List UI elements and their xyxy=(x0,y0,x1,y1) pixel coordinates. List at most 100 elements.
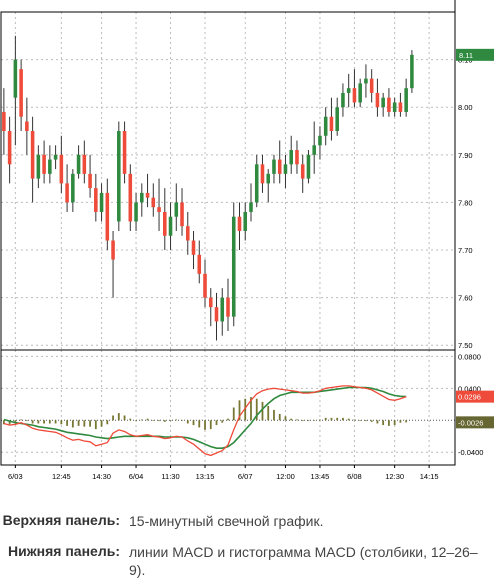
histogram-bar xyxy=(393,420,396,426)
histogram-bar xyxy=(255,398,258,421)
histogram-bar xyxy=(204,420,206,430)
candle-up xyxy=(404,88,408,112)
histogram-bar xyxy=(112,415,114,421)
price-tick-label: 7.80 xyxy=(458,198,473,207)
candle-down xyxy=(185,226,190,241)
x-tick-label: 11:30 xyxy=(161,472,179,481)
histogram-bar xyxy=(89,420,91,427)
caption-bottom-panel: Нижняя панель: линии MACD и гистограмма … xyxy=(0,543,500,579)
candle-down xyxy=(94,188,98,212)
histogram-bar xyxy=(192,420,195,426)
candle-down xyxy=(111,240,115,260)
histogram-bar xyxy=(94,420,97,430)
histogram-bar xyxy=(238,400,241,421)
candle-up xyxy=(220,297,225,322)
histogram-bar xyxy=(175,419,178,421)
candle-up xyxy=(272,159,276,174)
candle-down xyxy=(295,150,299,165)
macd-tick-label: 0.0800 xyxy=(458,352,481,361)
histogram-bar xyxy=(330,417,333,421)
histogram-bar xyxy=(347,418,350,421)
macd-panel-frame xyxy=(0,349,456,466)
candle-down xyxy=(163,211,167,236)
histogram-bar xyxy=(336,417,339,421)
histogram-bar xyxy=(221,420,224,423)
candle-down xyxy=(226,297,230,317)
histogram-bar xyxy=(25,420,28,422)
candle-up xyxy=(381,97,385,108)
candle-down xyxy=(122,131,127,174)
x-tick-label: 12:30 xyxy=(385,472,404,481)
caption-text: 15-минутный свечной график. xyxy=(129,513,324,529)
histogram-bar xyxy=(301,420,304,422)
candle-up xyxy=(392,102,397,112)
candle-down xyxy=(300,164,305,179)
histogram-bar xyxy=(135,420,137,421)
histogram-bar xyxy=(290,418,293,421)
price-tick-label: 7.60 xyxy=(458,294,473,303)
price-panel-gridlines xyxy=(1,12,455,350)
macd-lines xyxy=(3,385,407,457)
candle-up xyxy=(99,192,104,212)
x-axis-tick-labels: 6/03 12:45 14:30 6/04 11:30 13:15 6/07 12:00 13:… xyxy=(8,472,438,481)
candle-down xyxy=(151,197,156,208)
histogram-bar xyxy=(100,420,103,427)
x-tick-label: 13:15 xyxy=(196,472,215,481)
histogram-bar xyxy=(273,409,275,421)
histogram-bar xyxy=(278,413,281,421)
candle-down xyxy=(237,216,242,231)
histogram-bar xyxy=(2,420,5,425)
candle-down xyxy=(398,102,403,112)
candle-down xyxy=(82,154,87,174)
candle-down xyxy=(88,173,92,189)
price-tick-label: 7.90 xyxy=(458,151,473,160)
candle-up xyxy=(289,150,293,165)
candle-down xyxy=(369,78,374,93)
candle-down xyxy=(352,88,357,103)
candle-up xyxy=(140,192,144,203)
candle-down xyxy=(260,164,265,184)
histogram-bar xyxy=(186,420,189,424)
macd-value-text: -0.0026 xyxy=(458,418,483,427)
signal-line xyxy=(3,386,407,450)
candle-down xyxy=(42,154,46,174)
candle-down xyxy=(375,92,380,108)
histogram-bar xyxy=(382,420,385,426)
histogram-bar xyxy=(20,419,23,421)
histogram-bar xyxy=(232,407,235,421)
last-price-value: 8.11 xyxy=(459,51,473,60)
candle-down xyxy=(214,307,219,322)
chart-figure: 8.108.007.907.807.707.607.500.08000.0400… xyxy=(0,0,494,481)
candle-up xyxy=(410,54,414,89)
histogram-bar xyxy=(307,420,310,422)
candle-up xyxy=(168,216,173,236)
candle-up xyxy=(312,145,316,155)
histogram-bar xyxy=(129,418,132,421)
histogram-bar xyxy=(359,420,362,421)
histogram-bar xyxy=(399,420,402,423)
price-tick-label: 7.70 xyxy=(458,246,473,255)
histogram-bar xyxy=(37,420,40,424)
histogram-bar xyxy=(54,420,57,424)
histogram-bar xyxy=(376,420,379,424)
histogram-bar xyxy=(324,417,327,421)
histogram-bar xyxy=(163,420,166,422)
candle-down xyxy=(197,254,202,274)
histogram-bar xyxy=(117,413,120,421)
candle-up xyxy=(266,173,271,184)
candle-up xyxy=(48,159,52,174)
candle-up xyxy=(243,211,248,231)
candle-down xyxy=(203,273,207,298)
x-tick-label: 12:45 xyxy=(52,472,71,481)
macd-tick-label: 0.0400 xyxy=(458,384,481,393)
candle-down xyxy=(30,131,35,179)
candle-down xyxy=(2,111,6,132)
caption-text: линии MACD и гистограмма MACD (столбики,… xyxy=(129,544,478,578)
histogram-bar xyxy=(319,419,321,421)
histogram-bar xyxy=(77,420,80,426)
caption-label: Нижняя панель: xyxy=(8,543,120,559)
candle-up xyxy=(71,173,75,203)
histogram-bar xyxy=(227,418,229,421)
caption-top-panel: Верхняя панель: 15-минутный свечной граф… xyxy=(0,512,500,532)
candle-down xyxy=(145,192,150,198)
